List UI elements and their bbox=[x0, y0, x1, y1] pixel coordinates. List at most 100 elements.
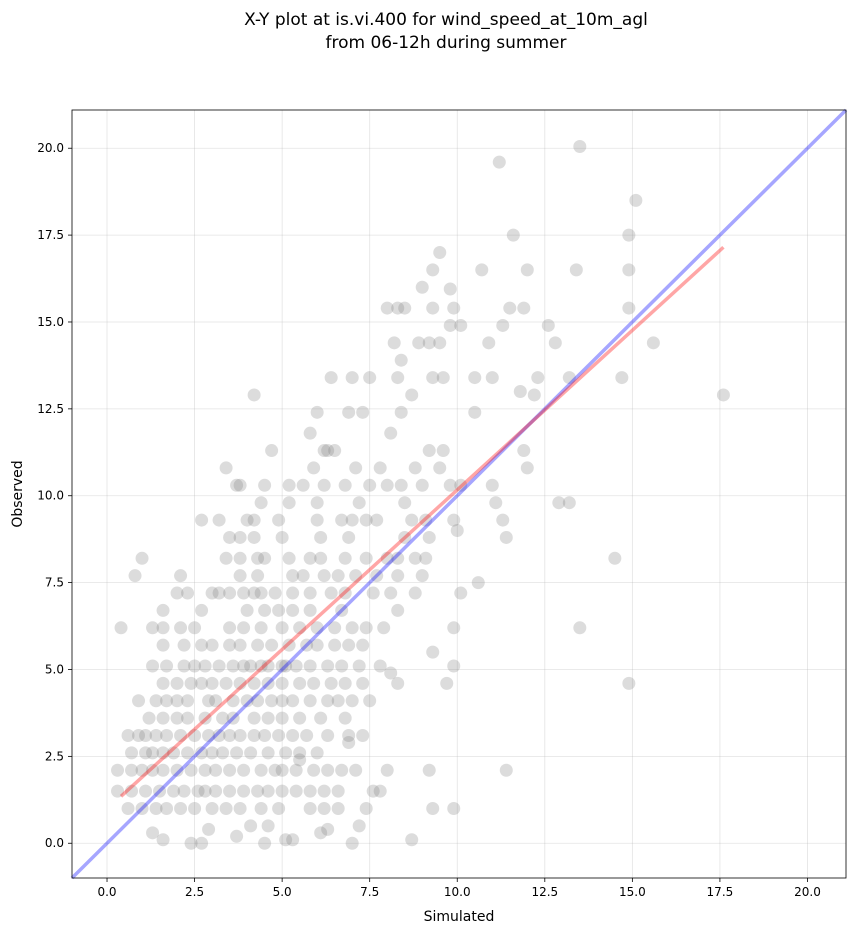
y-axis-label: Observed bbox=[10, 460, 26, 527]
data-point bbox=[128, 569, 142, 583]
x-tick-label: 15.0 bbox=[619, 885, 646, 899]
data-point bbox=[293, 746, 307, 760]
data-point bbox=[422, 763, 436, 777]
data-point bbox=[338, 551, 352, 565]
data-point bbox=[247, 586, 261, 600]
data-point bbox=[391, 676, 405, 690]
data-point bbox=[380, 763, 394, 777]
data-point bbox=[233, 569, 247, 583]
data-point bbox=[254, 659, 268, 673]
data-point bbox=[328, 621, 342, 635]
data-point bbox=[415, 478, 429, 492]
data-point bbox=[608, 551, 622, 565]
data-point bbox=[622, 676, 636, 690]
data-point bbox=[233, 729, 247, 743]
reference-lines bbox=[70, 108, 848, 880]
data-point bbox=[622, 301, 636, 315]
data-point bbox=[531, 371, 545, 385]
data-point bbox=[198, 763, 212, 777]
data-point bbox=[202, 729, 216, 743]
data-point bbox=[496, 513, 510, 527]
data-point bbox=[233, 801, 247, 815]
data-point bbox=[170, 763, 184, 777]
data-point bbox=[573, 139, 587, 153]
data-point bbox=[394, 478, 408, 492]
data-point bbox=[286, 569, 300, 583]
data-point bbox=[310, 746, 324, 760]
data-point bbox=[499, 763, 513, 777]
data-point bbox=[324, 586, 338, 600]
data-point bbox=[223, 586, 237, 600]
data-point bbox=[454, 586, 468, 600]
data-point bbox=[132, 729, 146, 743]
data-point bbox=[356, 729, 370, 743]
data-point bbox=[279, 746, 293, 760]
data-point bbox=[468, 371, 482, 385]
data-point bbox=[356, 676, 370, 690]
data-point bbox=[482, 336, 496, 350]
data-point bbox=[135, 801, 149, 815]
data-point bbox=[202, 822, 216, 836]
y-tick-label: 10.0 bbox=[37, 489, 64, 503]
data-point bbox=[527, 388, 541, 402]
data-point bbox=[233, 530, 247, 544]
data-point bbox=[240, 513, 254, 527]
data-point bbox=[503, 301, 517, 315]
data-point bbox=[303, 801, 317, 815]
data-point bbox=[342, 638, 356, 652]
data-point bbox=[212, 659, 226, 673]
data-point bbox=[321, 729, 335, 743]
data-point bbox=[391, 551, 405, 565]
data-point bbox=[198, 784, 212, 798]
data-point bbox=[321, 694, 335, 708]
data-point bbox=[170, 694, 184, 708]
grid bbox=[72, 110, 846, 878]
data-point bbox=[314, 826, 328, 840]
data-point bbox=[314, 530, 328, 544]
data-point bbox=[219, 676, 233, 690]
data-point bbox=[181, 586, 195, 600]
data-point bbox=[293, 711, 307, 725]
data-point bbox=[156, 638, 170, 652]
data-point bbox=[289, 763, 303, 777]
data-point bbox=[321, 822, 335, 836]
y-tick-label: 7.5 bbox=[45, 576, 64, 590]
data-point bbox=[181, 746, 195, 760]
data-point bbox=[443, 478, 457, 492]
data-point bbox=[167, 784, 181, 798]
data-point bbox=[289, 784, 303, 798]
data-point bbox=[373, 461, 387, 475]
y-tick-label: 5.0 bbox=[45, 662, 64, 676]
data-point bbox=[328, 444, 342, 458]
data-point bbox=[569, 263, 583, 277]
data-point bbox=[135, 551, 149, 565]
data-point bbox=[646, 336, 660, 350]
y-tick-label: 15.0 bbox=[37, 315, 64, 329]
data-point bbox=[205, 638, 219, 652]
data-point bbox=[160, 694, 174, 708]
data-point bbox=[622, 263, 636, 277]
data-point bbox=[391, 371, 405, 385]
chart-title: X-Y plot at is.vi.400 for wind_speed_at_… bbox=[244, 10, 648, 30]
data-point bbox=[300, 729, 314, 743]
data-point bbox=[198, 711, 212, 725]
data-point bbox=[342, 530, 356, 544]
data-point bbox=[331, 694, 345, 708]
data-point bbox=[384, 666, 398, 680]
data-point bbox=[139, 784, 153, 798]
x-tick-label: 7.5 bbox=[360, 885, 379, 899]
data-point bbox=[219, 551, 233, 565]
data-point bbox=[223, 784, 237, 798]
data-point bbox=[219, 801, 233, 815]
data-point bbox=[237, 621, 251, 635]
data-point bbox=[335, 659, 349, 673]
y-tick-label: 12.5 bbox=[37, 402, 64, 416]
data-point bbox=[170, 711, 184, 725]
data-point bbox=[156, 603, 170, 617]
data-point bbox=[310, 638, 324, 652]
data-point bbox=[275, 694, 289, 708]
data-point bbox=[279, 833, 293, 847]
data-point bbox=[251, 784, 265, 798]
data-point bbox=[450, 523, 464, 537]
